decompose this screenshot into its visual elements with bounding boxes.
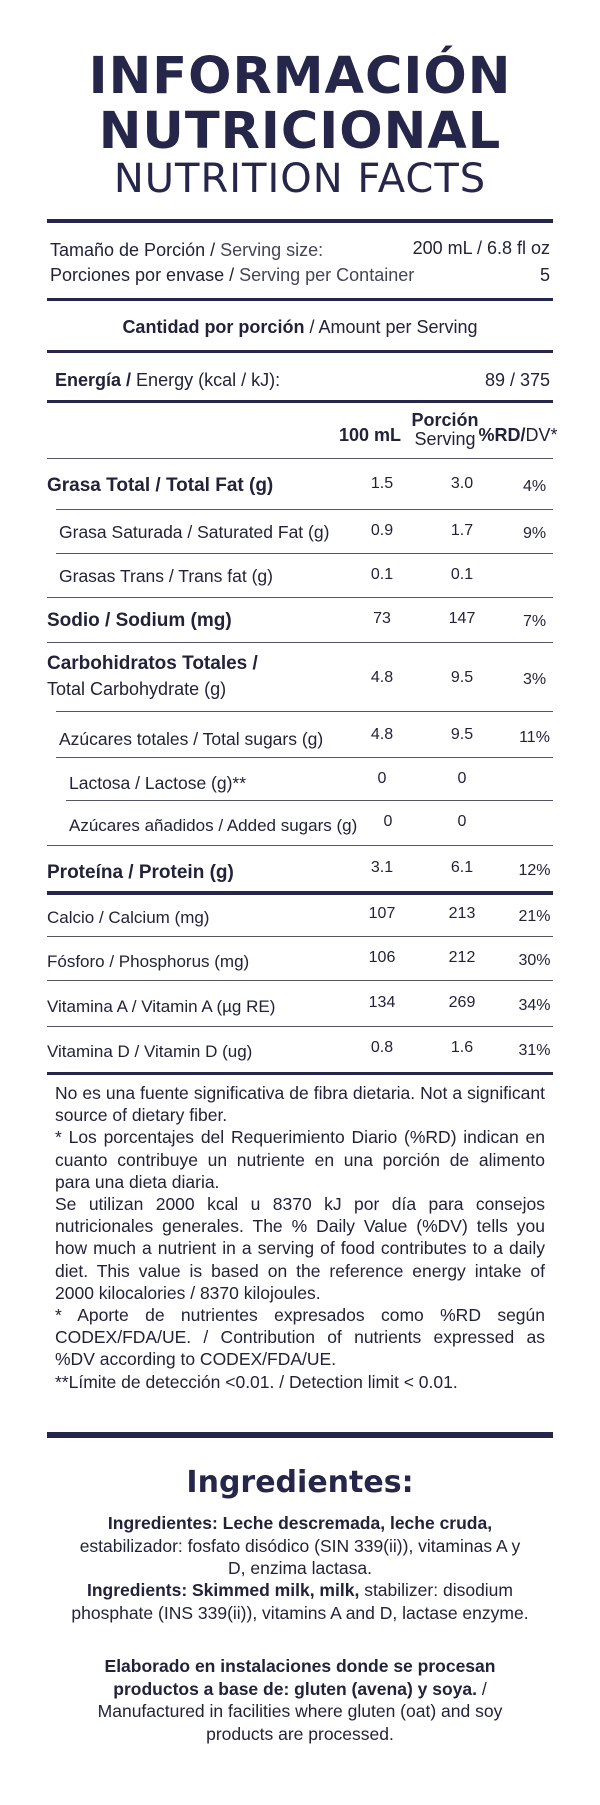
- value-dv: 9%: [522, 525, 547, 542]
- divider: [56, 509, 553, 510]
- value-per-serving: 0: [457, 770, 467, 787]
- nutrient-label: Lactosa / Lactose (g)**: [69, 773, 247, 793]
- divider: [47, 597, 553, 598]
- nutrient-label: Azúcares añadidos / Added sugars (g): [69, 816, 358, 835]
- divider: [47, 1026, 553, 1027]
- value-dv: 30%: [518, 952, 551, 969]
- value-per-100ml: 3.1: [370, 859, 394, 876]
- divider: [47, 350, 553, 353]
- nutrient-label: Azúcares totales / Total sugars (g): [59, 729, 324, 749]
- divider: [47, 936, 553, 937]
- amount-per-serving: Cantidad por porción / Amount per Servin…: [122, 317, 478, 337]
- servings-per-container-value: 5: [539, 265, 550, 285]
- serving-size-value: 200 mL / 6.8 fl oz: [412, 238, 550, 258]
- divider: [47, 891, 553, 895]
- value-per-serving: 147: [448, 610, 476, 627]
- divider: [56, 553, 553, 554]
- nutrient-label: Vitamina A / Vitamin A (µg RE): [47, 997, 276, 1016]
- value-per-100ml: 0: [383, 813, 393, 830]
- value-per-serving: 212: [448, 949, 476, 966]
- value-per-100ml: 106: [368, 949, 396, 966]
- divider: [47, 400, 553, 403]
- value-per-serving: 0: [457, 813, 467, 830]
- title-es-line1: INFORMACIÓN: [88, 47, 512, 106]
- divider: [47, 458, 553, 459]
- ingredients-en: Ingredients: Skimmed milk, milk, stabili…: [71, 1580, 529, 1623]
- divider: [66, 800, 553, 801]
- value-per-100ml: 1.5: [370, 475, 394, 492]
- divider: [47, 1432, 553, 1438]
- energy-label: Energía / Energy (kcal / kJ):: [55, 370, 281, 390]
- nutrient-label: Vitamina D / Vitamin D (ug): [47, 1042, 253, 1061]
- nutrient-label: Grasa Total / Total Fat (g): [47, 475, 274, 496]
- value-per-serving: 9.5: [450, 669, 474, 686]
- value-per-serving: 269: [448, 994, 476, 1011]
- divider: [47, 1072, 553, 1075]
- value-dv: 3%: [522, 671, 547, 688]
- value-dv: 12%: [518, 862, 551, 879]
- nutrient-label: Carbohidratos Totales /: [47, 653, 258, 674]
- column-header-serving: Porción Serving: [411, 410, 479, 449]
- value-per-100ml: 4.8: [370, 726, 394, 743]
- value-dv: 21%: [518, 908, 551, 925]
- energy-value: 89 / 375: [484, 370, 550, 390]
- footnote-energy: Se utilizan 2000 kcal u 8370 kJ por día …: [55, 1194, 545, 1303]
- value-per-serving: 213: [448, 905, 476, 922]
- footnote-detection: **Límite de detección <0.01. / Detection…: [55, 1371, 458, 1392]
- value-per-100ml: 0.1: [370, 566, 394, 583]
- value-dv: 34%: [518, 997, 551, 1014]
- nutrient-label: Grasa Saturada / Saturated Fat (g): [59, 522, 330, 542]
- nutrient-label: Calcio / Calcium (mg): [47, 908, 210, 927]
- nutrient-label-secondary: Total Carbohydrate (g): [47, 679, 227, 699]
- column-header-100ml: 100 mL: [338, 425, 402, 445]
- value-per-serving: 0.1: [450, 566, 474, 583]
- ingredients-title: Ingredientes:: [186, 1465, 414, 1500]
- value-per-100ml: 0: [377, 770, 387, 787]
- value-per-serving: 9.5: [450, 726, 474, 743]
- value-per-100ml: 0.9: [370, 522, 394, 539]
- footnote-codex: * Aporte de nutrientes expresados como %…: [55, 1305, 545, 1370]
- ingredients-es: Ingredientes: Leche descremada, leche cr…: [79, 1513, 521, 1578]
- divider: [47, 845, 553, 846]
- value-per-100ml: 134: [368, 994, 396, 1011]
- divider: [56, 711, 553, 712]
- title-es-line2: NUTRICIONAL: [98, 102, 502, 161]
- allergen-facility-notice: Elaborado en instalaciones donde se proc…: [97, 1656, 503, 1744]
- nutrient-label: Proteína / Protein (g): [47, 862, 234, 883]
- divider: [47, 219, 553, 223]
- nutrient-label: Grasas Trans / Trans fat (g): [59, 566, 273, 586]
- nutrient-label: Sodio / Sodium (mg): [47, 610, 232, 631]
- value-per-100ml: 107: [368, 905, 396, 922]
- footnote-rd: * Los porcentajes del Requerimiento Diar…: [55, 1127, 545, 1192]
- divider: [47, 980, 553, 981]
- value-dv: 11%: [519, 729, 550, 746]
- serving-size-label: Tamaño de Porción / Serving size:: [50, 240, 324, 260]
- servings-per-container-label: Porciones por envase / Serving per Conta…: [50, 265, 415, 285]
- footnotes: No es una fuente significativa de fibra …: [55, 1082, 545, 1393]
- nutrient-label: Fósforo / Phosphorus (mg): [47, 952, 250, 971]
- value-per-serving: 6.1: [450, 859, 474, 876]
- title-en: NUTRITION FACTS: [113, 156, 487, 202]
- value-per-serving: 3.0: [450, 475, 474, 492]
- value-per-100ml: 73: [373, 610, 391, 627]
- value-dv: 4%: [522, 478, 547, 495]
- value-per-100ml: 0.8: [370, 1039, 394, 1056]
- value-per-100ml: 4.8: [370, 669, 394, 686]
- value-dv: 31%: [518, 1042, 551, 1059]
- value-dv: 7%: [522, 613, 547, 630]
- divider: [47, 642, 553, 643]
- value-per-serving: 1.7: [450, 522, 474, 539]
- value-per-serving: 1.6: [450, 1039, 474, 1056]
- footnote-fiber: No es una fuente significativa de fibra …: [55, 1083, 545, 1126]
- column-header-dv: %RD/DV*: [478, 425, 558, 445]
- divider: [47, 298, 553, 301]
- divider: [56, 757, 553, 758]
